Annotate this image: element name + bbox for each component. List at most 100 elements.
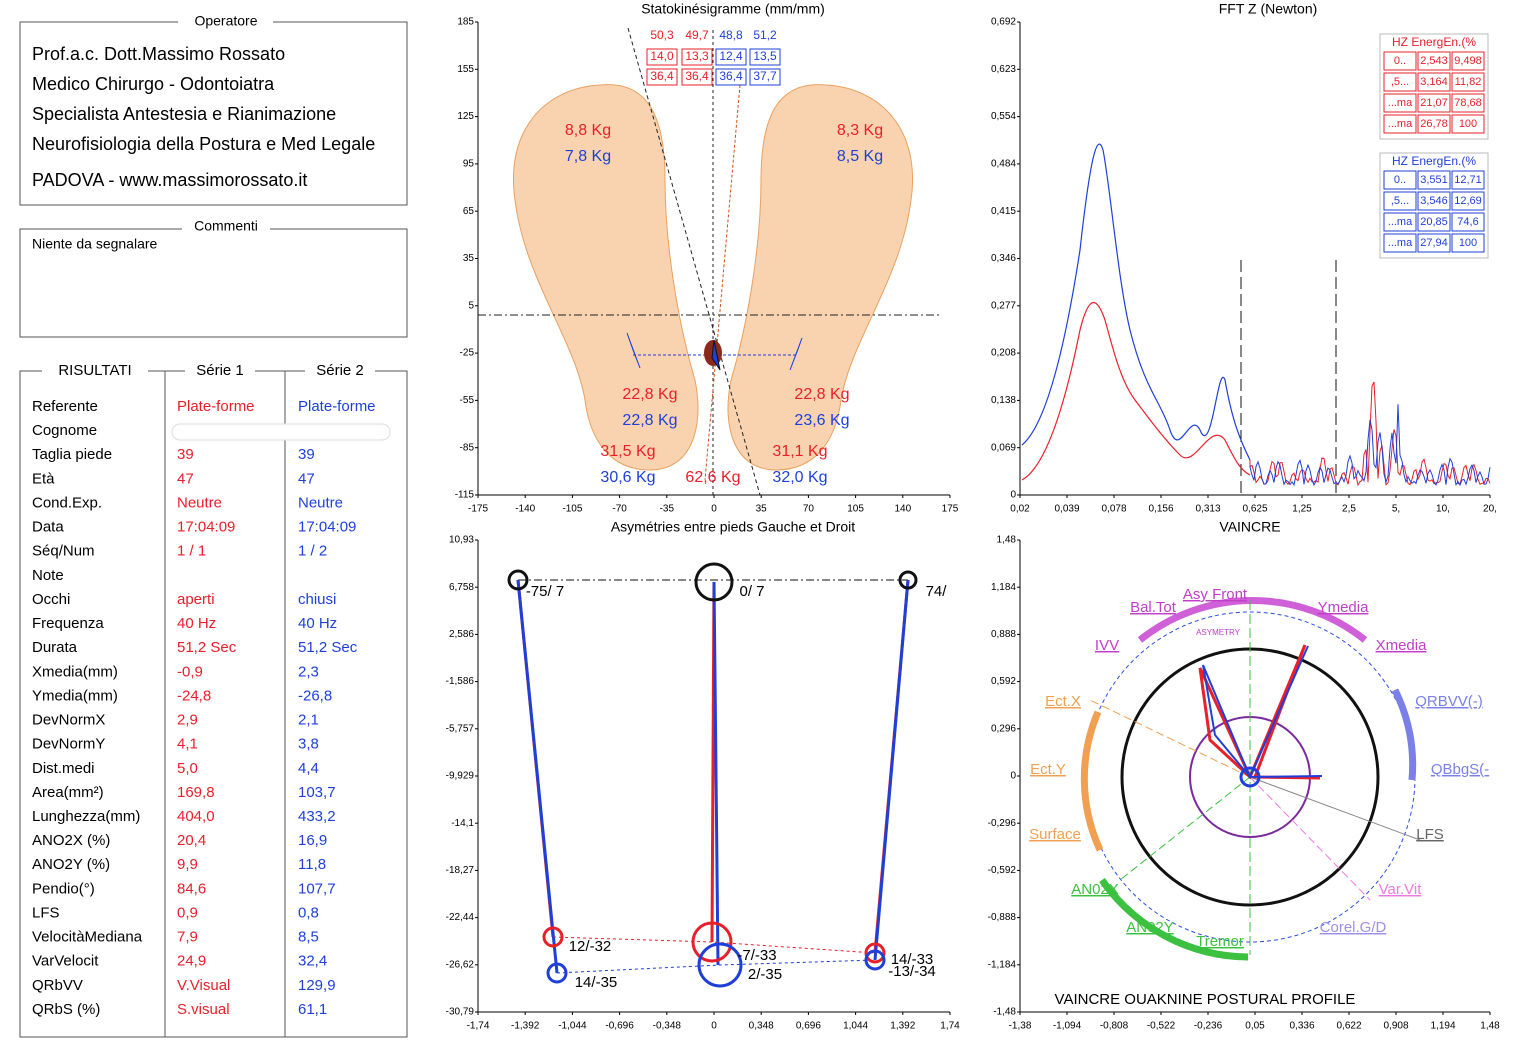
axis-label: Xmedia	[1376, 637, 1428, 654]
row-value: 0,8	[298, 904, 319, 921]
row-value: 2,9	[177, 712, 198, 729]
value-label: 9,498	[1454, 55, 1482, 67]
y-tick-label: 0,138	[991, 395, 1016, 406]
x-tick-label: 20,	[1483, 504, 1497, 515]
spoke	[1249, 776, 1371, 901]
row-value: V.Visual	[177, 977, 230, 994]
chart-title: Asymétries entre pieds Gauche et Droit	[611, 519, 855, 535]
value-label: 2,543	[1420, 55, 1448, 67]
row-value: 4,4	[298, 760, 319, 777]
y-tick-label: -1,48	[993, 1007, 1016, 1018]
value-label: 12/-32	[569, 938, 612, 955]
profile-blue	[1202, 645, 1323, 779]
operator-line: Prof.a.c. Dott.Massimo Rossato	[32, 44, 285, 64]
row-value: aperti	[177, 591, 215, 608]
legend-bg	[182, 218, 270, 238]
axis-label: QRBVV(-)	[1415, 693, 1483, 710]
row-value: 2,1	[298, 712, 319, 729]
y-tick-label: -0,296	[988, 818, 1017, 829]
y-tick-label: 0,069	[991, 442, 1016, 453]
value-label: 37,7	[753, 69, 777, 83]
row-label: DevNormX	[32, 712, 105, 729]
table-cell	[1383, 51, 1417, 71]
cop-trace	[711, 339, 721, 371]
row-label: Dist.medi	[32, 760, 95, 777]
value-label: 36,4	[650, 69, 674, 83]
value-label: 2/-35	[748, 966, 782, 983]
table-cell	[1451, 93, 1485, 113]
x-tick-label: 0,156	[1148, 504, 1173, 515]
fft-curve	[1249, 381, 1491, 487]
marker	[691, 921, 733, 963]
row-label: ANO2X (%)	[32, 832, 110, 849]
table-cell	[1451, 114, 1485, 134]
value-label: 8,5 Kg	[837, 148, 883, 165]
arc	[1137, 597, 1368, 643]
value-box	[646, 48, 678, 66]
x-tick-label: 0,625	[1242, 504, 1267, 515]
right-foot	[727, 84, 913, 471]
value-label: 100	[1459, 118, 1477, 130]
value-label: 22,8 Kg	[622, 412, 677, 429]
row-label: Durata	[32, 639, 78, 656]
x-tick-label: 0,348	[749, 1021, 774, 1032]
value-label: -7/-33	[737, 947, 776, 964]
y-tick-label: 0,484	[991, 159, 1016, 170]
y-tick-label: -85	[460, 442, 475, 453]
value-label: 3,164	[1420, 76, 1448, 88]
table-cell	[1417, 191, 1451, 211]
operator-legend: Operatore	[194, 13, 257, 29]
value-label: 78,68	[1454, 97, 1482, 109]
table-cell	[1383, 93, 1417, 113]
row-label: Frequenza	[32, 615, 104, 632]
y-tick-label: 0	[1010, 490, 1016, 501]
y-tick-label: -5,757	[446, 723, 475, 734]
axis-label: LFS	[1416, 826, 1444, 843]
value-label: ...ma	[1388, 237, 1413, 249]
x-tick-label: 2,5	[1342, 504, 1356, 515]
row-value: 47	[298, 470, 315, 487]
row-label: Séq/Num	[32, 543, 95, 560]
y-tick-label: 0,208	[991, 348, 1016, 359]
marker	[697, 942, 743, 988]
y-tick-label: -0,592	[988, 865, 1017, 876]
x-tick-label: -1,392	[511, 1021, 540, 1032]
value-box	[681, 68, 713, 86]
x-tick-label: 175	[942, 504, 959, 515]
marker	[546, 962, 568, 984]
row-label: VarVelocit	[32, 953, 99, 970]
y-tick-label: 0	[1010, 771, 1016, 782]
value-label: 0..	[1394, 55, 1406, 67]
axis-label: Tremor	[1196, 933, 1244, 950]
row-label: ANO2Y (%)	[32, 856, 110, 873]
value-label: 36,4	[685, 69, 709, 83]
x-tick-label: 1,044	[843, 1021, 868, 1032]
chart-title: FFT Z (Newton)	[1219, 1, 1318, 17]
table-cell	[1417, 51, 1451, 71]
y-tick-label: -1,184	[988, 959, 1017, 970]
value-label: ...ma	[1388, 216, 1413, 228]
table-cell	[1383, 212, 1417, 232]
y-tick-label: 155	[457, 64, 474, 75]
operator-line: PADOVA - www.massimorossato.it	[32, 170, 307, 190]
value-label: 22,8 Kg	[622, 386, 677, 403]
y-tick-label: 2,586	[449, 629, 474, 640]
chart-title: VAINCRE	[1219, 519, 1280, 535]
table-cell	[1417, 93, 1451, 113]
blue-line	[873, 579, 910, 961]
row-value: 17:04:09	[177, 519, 235, 536]
spoke	[1249, 776, 1421, 841]
row-label: Taglia piede	[32, 446, 112, 463]
row-value: 24,9	[177, 953, 206, 970]
marker	[542, 926, 564, 948]
asym-layout	[507, 562, 918, 988]
y-tick-label: -14,1	[451, 818, 474, 829]
value-label: 50,3	[650, 28, 674, 42]
x-tick-label: 10,	[1436, 504, 1450, 515]
value-box	[681, 48, 713, 66]
x-tick-label: 1,48	[1480, 1021, 1500, 1032]
row-label: Lunghezza(mm)	[32, 808, 140, 825]
value-box	[749, 48, 781, 66]
series-header: Série 2	[316, 362, 364, 379]
row-value: Neutre	[298, 494, 343, 511]
